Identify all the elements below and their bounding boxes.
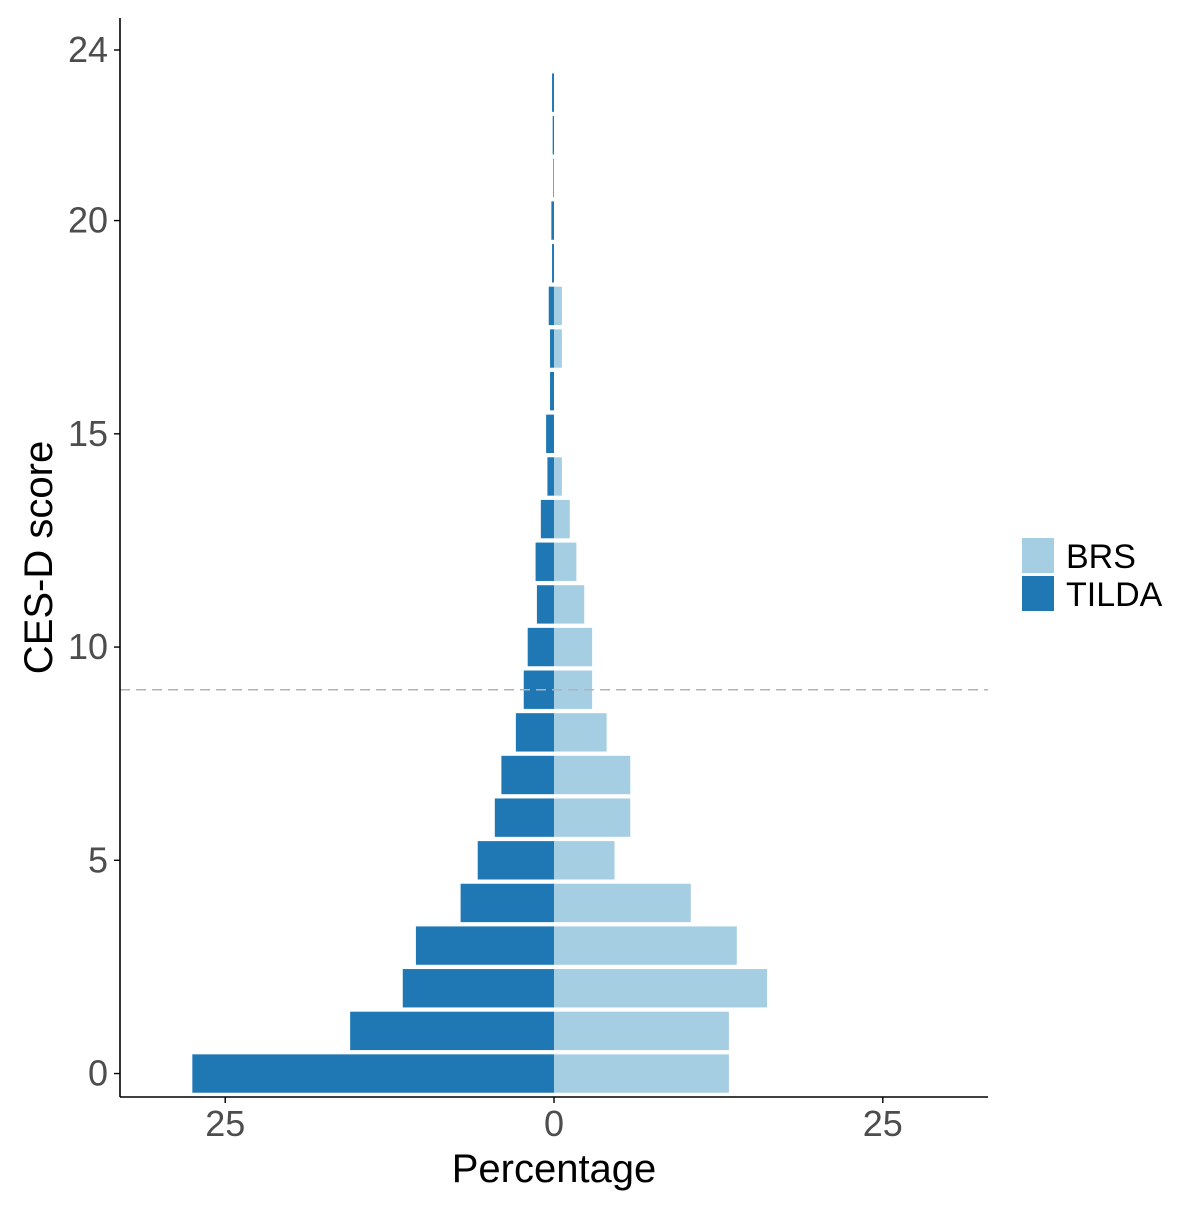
legend: BRS TILDA [1022,538,1163,614]
y-tick-label-10: 10 [68,626,108,667]
bar-brs-score-10 [554,627,593,667]
bar-tilda-score-1 [350,1011,554,1051]
y-tick-label-20: 20 [68,200,108,241]
bar-brs-score-11 [554,585,585,624]
bar-tilda-score-21 [553,158,554,198]
bar-tilda-score-15 [546,414,554,454]
bar-tilda-score-23 [552,73,554,112]
legend-label-brs: BRS [1066,538,1136,576]
y-tick-label-24: 24 [68,29,108,70]
bar-brs-score-18 [554,286,562,326]
bar-tilda-score-6 [494,798,554,837]
bar-brs-score-2 [554,969,768,1008]
legend-label-tilda: TILDA [1066,576,1163,614]
y-tick-label-5: 5 [88,839,108,880]
bar-tilda-score-0 [192,1054,554,1093]
legend-swatch-brs [1022,538,1054,573]
bar-tilda-score-10 [527,627,554,667]
bar-brs-score-5 [554,841,615,880]
y-tick-label-0: 0 [88,1053,108,1094]
bar-brs-score-14 [554,457,562,496]
bar-tilda-score-3 [415,926,554,965]
bar-brs-score-7 [554,755,631,795]
bar-tilda-score-2 [402,969,554,1008]
bar-brs-score-17 [554,329,562,368]
x-axis-ticks: 25 0 25 [205,1097,903,1144]
legend-swatch-tilda [1022,576,1054,611]
bar-tilda-score-16 [550,371,554,411]
brs-bars [554,286,768,1093]
bar-tilda-score-22 [552,116,554,155]
y-axis-ticks: 0 5 10 15 20 24 [68,29,120,1094]
bar-brs-score-6 [554,798,631,837]
bar-brs-score-12 [554,542,577,581]
bar-tilda-score-20 [551,201,554,240]
x-tick-label-1: 0 [544,1103,564,1144]
x-tick-label-0: 25 [205,1103,245,1144]
bar-tilda-score-19 [552,244,554,283]
bar-brs-score-1 [554,1011,729,1051]
bar-tilda-score-5 [477,841,554,880]
y-axis-title: CES-D score [17,441,61,674]
x-tick-label-2: 25 [863,1103,903,1144]
bar-brs-score-8 [554,713,607,752]
bar-brs-score-0 [554,1054,729,1093]
bar-tilda-score-7 [501,755,554,795]
bar-brs-score-13 [554,499,570,539]
bar-tilda-score-8 [515,713,554,752]
y-tick-label-15: 15 [68,413,108,454]
tilda-bars [192,73,554,1093]
bar-tilda-score-4 [460,883,554,923]
bar-tilda-score-13 [540,499,554,539]
x-axis-title: Percentage [452,1147,657,1191]
bar-tilda-score-11 [536,585,554,624]
bar-tilda-score-18 [548,286,554,326]
bar-brs-score-4 [554,883,691,923]
bar-tilda-score-12 [535,542,554,581]
bar-brs-score-3 [554,926,737,965]
bar-tilda-score-14 [547,457,554,496]
bar-tilda-score-17 [550,329,554,368]
